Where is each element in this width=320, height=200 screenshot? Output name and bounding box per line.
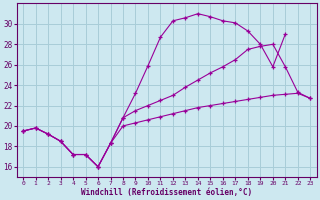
X-axis label: Windchill (Refroidissement éolien,°C): Windchill (Refroidissement éolien,°C) [81,188,252,197]
